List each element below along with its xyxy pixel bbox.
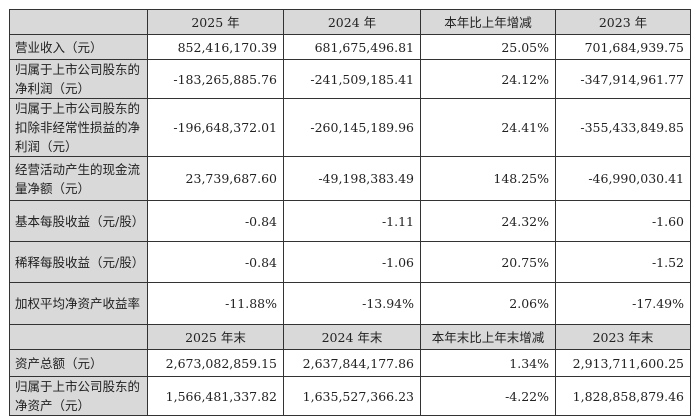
cell-value: 2.06% xyxy=(420,282,556,325)
table-row: 营业收入（元） 852,416,170.39 681,675,496.81 25.05… xyxy=(9,34,691,60)
cell-value: 2,637,844,177.86 xyxy=(283,349,421,377)
cell-value: 1,566,481,337.82 xyxy=(147,376,284,416)
table-row: 归属于上市公司股东的净利润（元） -183,265,885.76 -241,509,… xyxy=(9,59,691,99)
cell-value: 25.05% xyxy=(420,34,556,60)
cell-value: 701,684,939.75 xyxy=(555,34,691,60)
row-label: 归属于上市公司股东的净利润（元） xyxy=(9,59,148,99)
column-header: 2025 年末 xyxy=(147,324,284,350)
row-label: 归属于上市公司股东的净资产（元） xyxy=(9,376,148,416)
financial-summary-table: 2025 年 2024 年本年比上年增减 2023 年营业收入（元） 852,416,… xyxy=(9,9,691,416)
cell-value: -49,198,383.49 xyxy=(283,156,421,201)
cell-value: 20.75% xyxy=(420,241,556,283)
table-row: 归属于上市公司股东的扣除非经常性损益的净利润（元） -196,648,372.01… xyxy=(9,98,691,157)
row-label: 稀释每股收益（元/股） xyxy=(9,241,148,283)
column-header xyxy=(9,324,148,350)
cell-value: -347,914,961.77 xyxy=(555,59,691,99)
cell-value: 148.25% xyxy=(420,156,556,201)
table-row: 稀释每股收益（元/股） -0.84 -1.06 20.75% -1.52 xyxy=(9,241,691,283)
header-row: 2025 年 2024 年本年比上年增减 2023 年 xyxy=(9,9,691,35)
cell-value: 1,635,527,366.23 xyxy=(283,376,421,416)
table-row: 基本每股收益（元/股） -0.84 -1.11 24.32% -1.60 xyxy=(9,200,691,242)
table-row: 归属于上市公司股东的净资产（元） 1,566,481,337.82 1,635,52… xyxy=(9,376,691,416)
cell-value: -1.60 xyxy=(555,200,691,242)
table-row: 资产总额（元） 2,673,082,859.15 2,637,844,177.86 1… xyxy=(9,349,691,377)
cell-value: -17.49% xyxy=(555,282,691,325)
cell-value: 1,828,858,879.46 xyxy=(555,376,691,416)
row-label: 资产总额（元） xyxy=(9,349,148,377)
table-row: 加权平均净资产收益率 -11.88% -13.94% 2.06% -17.49% xyxy=(9,282,691,325)
cell-value: -355,433,849.85 xyxy=(555,98,691,157)
cell-value: 852,416,170.39 xyxy=(147,34,284,60)
cell-value: 24.41% xyxy=(420,98,556,157)
header-row: 2025 年末 2024 年末 本年末比上年末增减 2023 年末 xyxy=(9,324,691,350)
cell-value: 2,673,082,859.15 xyxy=(147,349,284,377)
cell-value: 23,739,687.60 xyxy=(147,156,284,201)
cell-value: -4.22% xyxy=(420,376,556,416)
cell-value: -0.84 xyxy=(147,200,284,242)
row-label: 加权平均净资产收益率 xyxy=(9,282,148,325)
cell-value: -183,265,885.76 xyxy=(147,59,284,99)
cell-value: -11.88% xyxy=(147,282,284,325)
row-label: 营业收入（元） xyxy=(9,34,148,60)
cell-value: 681,675,496.81 xyxy=(283,34,421,60)
cell-value: -0.84 xyxy=(147,241,284,283)
cell-value: -196,648,372.01 xyxy=(147,98,284,157)
column-header: 2024 年 xyxy=(283,9,421,35)
cell-value: -1.52 xyxy=(555,241,691,283)
cell-value: 24.32% xyxy=(420,200,556,242)
column-header: 2023 年 xyxy=(555,9,691,35)
column-header: 2024 年末 xyxy=(283,324,421,350)
cell-value: 1.34% xyxy=(420,349,556,377)
row-label: 归属于上市公司股东的扣除非经常性损益的净利润（元） xyxy=(9,98,148,157)
cell-value: 2,913,711,600.25 xyxy=(555,349,691,377)
cell-value: -13.94% xyxy=(283,282,421,325)
cell-value: -1.06 xyxy=(283,241,421,283)
cell-value: -260,145,189.96 xyxy=(283,98,421,157)
cell-value: -241,509,185.41 xyxy=(283,59,421,99)
row-label: 基本每股收益（元/股） xyxy=(9,200,148,242)
column-header: 本年比上年增减 xyxy=(420,9,556,35)
column-header: 2023 年末 xyxy=(555,324,691,350)
column-header xyxy=(9,9,148,35)
cell-value: 24.12% xyxy=(420,59,556,99)
cell-value: -46,990,030.41 xyxy=(555,156,691,201)
row-label: 经营活动产生的现金流量净额（元） xyxy=(9,156,148,201)
column-header: 本年末比上年末增减 xyxy=(420,324,556,350)
column-header: 2025 年 xyxy=(147,9,284,35)
table-row: 经营活动产生的现金流量净额（元） 23,739,687.60 -49,198,383… xyxy=(9,156,691,201)
cell-value: -1.11 xyxy=(283,200,421,242)
